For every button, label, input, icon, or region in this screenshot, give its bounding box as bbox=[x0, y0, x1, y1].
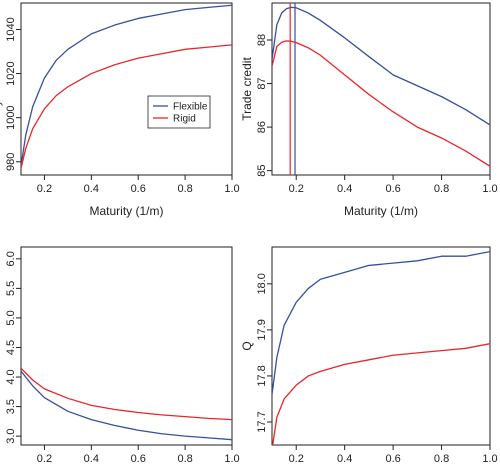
y-axis-title: Buyer value bbox=[0, 57, 3, 121]
x-tick-label: 0.8 bbox=[434, 183, 449, 195]
series-line-rigid bbox=[272, 343, 490, 445]
x-tick-label: 0.6 bbox=[385, 183, 400, 195]
legend-entry: Flexible bbox=[173, 102, 208, 113]
series-line-flexible bbox=[21, 370, 232, 441]
x-tick-label: 0.6 bbox=[131, 453, 146, 465]
x-tick-label: 0.8 bbox=[434, 453, 449, 465]
y-tick-label: 1040 bbox=[5, 17, 17, 41]
y-tick-label: 17.9 bbox=[256, 319, 268, 340]
y-tick-label: 3.0 bbox=[5, 428, 17, 443]
y-tick-label: 85 bbox=[256, 165, 268, 177]
plot-frame bbox=[271, 246, 491, 446]
panel-2: 0.2 0.4 0.6 0.8 1.0 85 86 87 88 Maturity (1/m) Tra… bbox=[240, 2, 498, 218]
y-tick-label: 18.0 bbox=[256, 273, 268, 294]
y-tick-label: 6.0 bbox=[5, 251, 17, 266]
y-axis-title: Trade credit bbox=[240, 57, 254, 121]
panel-3: 0.20.40.60.81.03.03.54.04.55.05.56.0Matu… bbox=[0, 246, 240, 475]
y-tick-label: 4.5 bbox=[5, 340, 17, 355]
series-line-rigid bbox=[21, 44, 232, 169]
x-tick-label: 0.2 bbox=[289, 453, 304, 465]
x-tick-label: 0.8 bbox=[177, 453, 192, 465]
x-tick-label: 1.0 bbox=[482, 453, 497, 465]
plot-frame bbox=[20, 2, 233, 176]
plot-frame bbox=[271, 2, 491, 176]
y-tick-label: 5.5 bbox=[5, 281, 17, 296]
y-tick-label: 87 bbox=[256, 77, 268, 89]
y-tick-label: 88 bbox=[256, 34, 268, 46]
x-tick-label: 0.6 bbox=[385, 453, 400, 465]
x-tick-label: 0.4 bbox=[337, 453, 352, 465]
y-axis-title: Thresholds bbox=[0, 316, 3, 375]
x-tick-label: 0.2 bbox=[289, 183, 304, 195]
y-axis-title: Q bbox=[240, 341, 254, 350]
plot-area bbox=[21, 367, 232, 441]
x-tick-label: 0.4 bbox=[337, 183, 352, 195]
y-tick-label: 1000 bbox=[5, 105, 17, 129]
y-tick-label: 3.5 bbox=[5, 399, 17, 414]
plot-frame bbox=[20, 246, 233, 446]
y-tick-label: 5.0 bbox=[5, 310, 17, 325]
panel-1: 0.2 0.4 0.6 0.8 1.0 980 1000 1020 1040 Maturity (… bbox=[0, 2, 240, 218]
series-line-rigid bbox=[272, 40, 490, 167]
y-tick-label: 86 bbox=[256, 121, 268, 133]
x-axis-title: Maturity (1/m) bbox=[344, 204, 418, 218]
x-tick-label: 1.0 bbox=[224, 453, 239, 465]
x-tick-label: 0.2 bbox=[37, 183, 52, 195]
legend-box bbox=[147, 95, 211, 129]
x-tick-label: 1.0 bbox=[482, 183, 497, 195]
legend-entry: Rigid bbox=[173, 114, 196, 125]
series-line-flexible bbox=[272, 6, 490, 126]
series-line-rigid bbox=[21, 367, 232, 421]
y-tick-label: 17.8 bbox=[256, 365, 268, 386]
plot-area bbox=[272, 250, 490, 445]
plot-area bbox=[272, 3, 490, 175]
x-axis-title: Maturity (1/m) bbox=[89, 204, 163, 218]
x-tick-label: 0.2 bbox=[37, 453, 52, 465]
panel-4: 0.20.40.60.81.017.717.817.918.0Maturity … bbox=[240, 246, 498, 475]
x-tick-label: 0.4 bbox=[84, 453, 99, 465]
x-tick-label: 0.6 bbox=[131, 183, 146, 195]
y-tick-label: 980 bbox=[5, 153, 17, 171]
y-tick-label: 1020 bbox=[5, 61, 17, 85]
x-tick-label: 0.8 bbox=[177, 183, 192, 195]
y-tick-label: 17.7 bbox=[256, 411, 268, 432]
y-tick-label: 4.0 bbox=[5, 369, 17, 384]
plot-area bbox=[21, 4, 232, 169]
x-tick-label: 1.0 bbox=[224, 183, 239, 195]
x-tick-label: 0.4 bbox=[84, 183, 99, 195]
series-line-flexible bbox=[21, 4, 232, 167]
series-line-flexible bbox=[272, 250, 490, 395]
